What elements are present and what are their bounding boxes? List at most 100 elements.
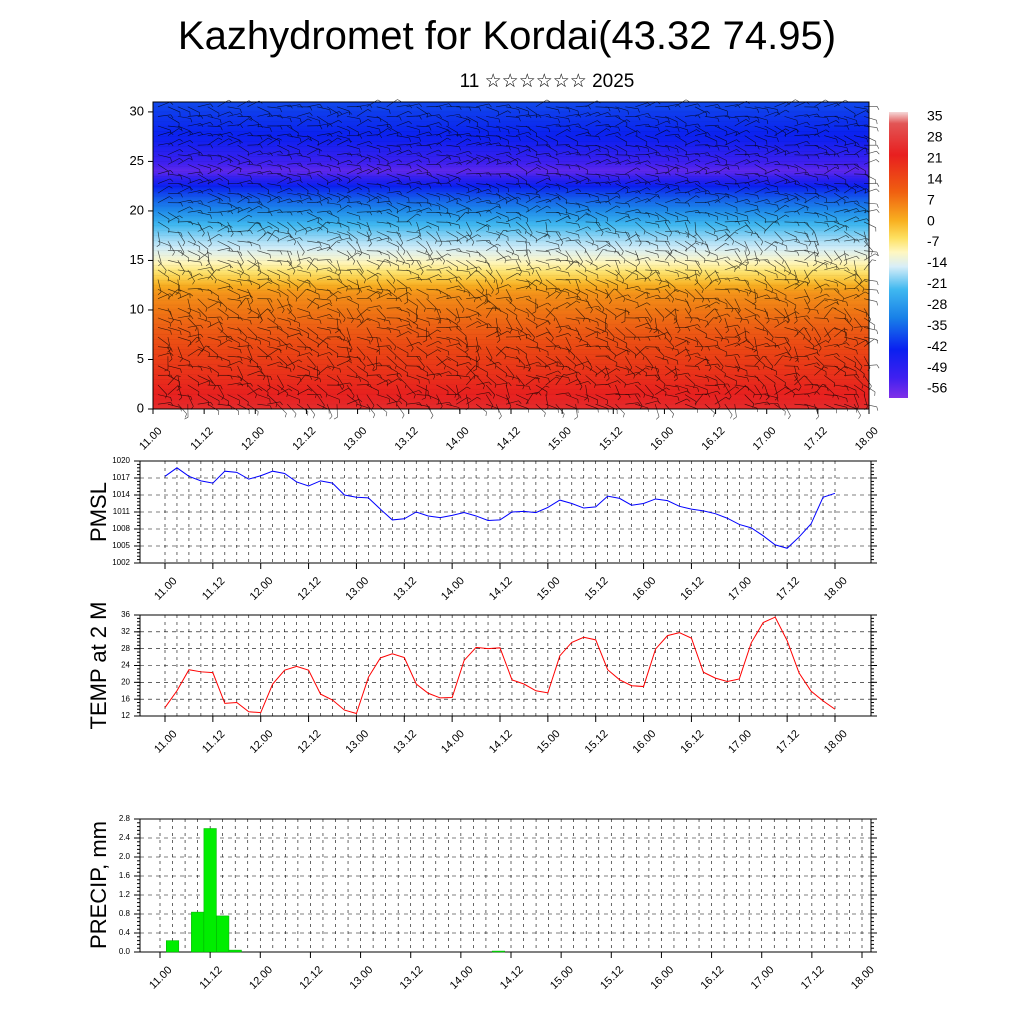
wind-barb-flag	[578, 320, 580, 325]
wind-barb	[824, 238, 838, 242]
wind-barb-flag	[229, 111, 233, 115]
wind-barb	[486, 231, 499, 235]
wind-barb-flag	[369, 141, 373, 145]
wind-barb-flag	[582, 365, 585, 370]
wind-barb-flag	[696, 159, 701, 163]
wind-barb	[575, 240, 586, 250]
wind-barb-flag	[760, 251, 763, 256]
wind-barb-flag	[762, 384, 764, 389]
wind-barb-flag	[647, 181, 651, 186]
wind-barb	[416, 298, 426, 309]
wind-barb	[157, 231, 161, 245]
wind-barb	[675, 276, 688, 280]
wind-barb-flag	[766, 129, 768, 134]
wind-barb	[585, 331, 598, 338]
wind-barb	[287, 260, 296, 271]
wind-barb-flag	[736, 149, 740, 153]
wind-barb	[436, 358, 448, 367]
wind-barb-flag	[594, 383, 596, 388]
wind-barb	[326, 212, 339, 219]
wind-barb-flag	[388, 293, 392, 297]
wind-barb-flag	[326, 221, 331, 224]
wind-barb-flag	[419, 152, 423, 157]
wind-barb	[307, 116, 320, 121]
wind-barb-flag	[776, 160, 781, 165]
wind-barb-flag	[797, 238, 800, 243]
wind-barb	[853, 340, 866, 347]
wind-barb	[694, 355, 708, 361]
wind-barb	[535, 346, 548, 352]
wind-barb-flag	[696, 341, 699, 346]
wind-barb	[297, 164, 310, 171]
wind-barb	[674, 384, 688, 390]
wind-barb-flag	[399, 330, 401, 335]
wind-barb	[844, 238, 858, 242]
wind-barb-flag	[366, 309, 371, 312]
wind-barb	[645, 221, 659, 225]
wind-barb	[625, 327, 636, 337]
wind-barb-flag	[508, 297, 512, 301]
y-tick-label: 1011	[113, 507, 131, 516]
wind-barb-flag	[875, 159, 880, 163]
wind-barb-flag	[718, 281, 721, 285]
wind-barb	[426, 404, 434, 416]
wind-barb	[645, 384, 654, 396]
wind-barb	[277, 211, 291, 213]
wind-barb-flag	[319, 120, 321, 125]
wind-barb	[227, 206, 240, 213]
colorbar-label: -14	[927, 254, 947, 270]
wind-barb	[416, 225, 429, 232]
wind-barb	[655, 285, 668, 290]
wind-barb	[466, 307, 479, 314]
wind-barb	[267, 308, 276, 319]
wind-barb-flag	[425, 249, 427, 254]
wind-barb-flag	[473, 375, 476, 380]
wind-barb-flag	[675, 166, 680, 170]
wind-barb	[674, 240, 687, 248]
wind-barb-flag	[288, 388, 293, 392]
wind-barb-flag	[240, 183, 243, 187]
wind-barb	[595, 394, 608, 401]
wind-barb-flag	[361, 271, 364, 276]
wind-barb	[485, 205, 498, 213]
wind-barb	[545, 307, 555, 319]
wind-barb	[565, 300, 577, 309]
wind-barb-flag	[777, 297, 780, 302]
wind-barb	[177, 157, 190, 165]
wind-barb-flag	[554, 307, 559, 310]
wind-barb-flag	[218, 301, 223, 304]
wind-barb	[207, 316, 221, 319]
wind-barb-flag	[597, 111, 601, 116]
wind-barb-flag	[807, 300, 811, 305]
wind-barb	[625, 209, 639, 213]
wind-barb	[674, 212, 688, 218]
wind-barb	[237, 118, 249, 127]
wind-barb-flag	[182, 271, 185, 276]
wind-barb	[764, 202, 778, 206]
wind-barb	[505, 250, 519, 256]
wind-barb	[863, 384, 876, 393]
wind-barb	[764, 336, 776, 345]
wind-barb-flag	[280, 261, 283, 266]
wind-barb	[267, 114, 281, 117]
wind-barb	[615, 212, 629, 215]
wind-barb-flag	[795, 129, 800, 132]
wind-barb	[386, 288, 398, 298]
wind-barb	[287, 200, 301, 204]
wind-barb	[565, 371, 579, 376]
wind-barb	[814, 283, 827, 290]
wind-barb-flag	[588, 154, 591, 159]
wind-barb	[645, 394, 658, 399]
wind-barb-flag	[707, 346, 710, 351]
wind-barb	[436, 401, 450, 405]
y-axis-label: PMSL	[86, 482, 111, 542]
wind-barb	[685, 269, 699, 271]
wind-barb-flag	[478, 129, 480, 134]
wind-barb-flag	[876, 106, 880, 110]
wind-barb-flag	[687, 220, 691, 224]
wind-barb	[167, 308, 174, 321]
wind-barb	[277, 198, 290, 204]
wind-barb	[476, 221, 489, 227]
wind-barb	[804, 269, 814, 280]
wind-barb-flag	[753, 393, 755, 398]
